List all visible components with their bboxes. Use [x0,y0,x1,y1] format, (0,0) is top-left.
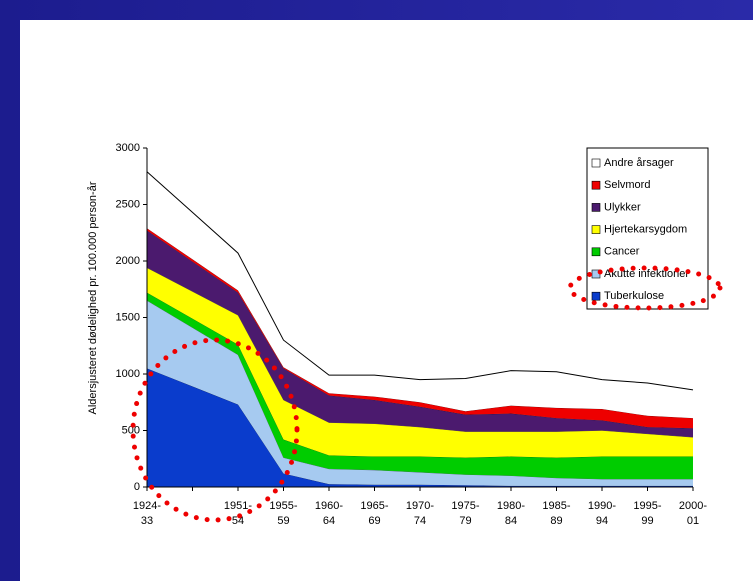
legend-swatch [591,225,601,234]
legend-label: Hjertekarsygdom [604,224,687,236]
x-tick-label: 1951-54 [224,500,252,527]
y-tick-label: 2000 [116,255,140,267]
area [147,171,693,419]
x-tick-label: 1980-84 [497,500,525,527]
legend-box [586,147,709,310]
legend-label: Tuberkulose [604,290,664,302]
legend-swatch [591,180,601,190]
y-tick-label: 0 [134,481,140,493]
area-edge [146,171,694,391]
y-tick-label: 2500 [116,198,140,210]
legend: Andre årsager Selvmord Ulykker Hjertekarsyg… [591,157,689,302]
legend-swatch [591,291,601,301]
x-tick-label: 1960-64 [315,500,343,527]
y-tick-label: 1500 [116,311,140,323]
area [147,292,693,480]
y-tick-label: 3000 [116,142,140,154]
y-tick-label: 1000 [116,368,140,380]
highlight-ellipse [567,265,723,311]
x-tick-label: 1990-94 [588,500,616,527]
area [147,230,693,438]
x-tick-label: 1965-69 [360,500,388,527]
legend-label: Selvmord [604,179,650,191]
x-tick-label: 1985-89 [542,500,570,527]
legend-swatch [591,158,601,168]
area [147,368,693,487]
plot: 0 500 1000 1500 2000 2500 3000 1924-33 1951-54 19… [116,142,708,527]
area [147,267,693,458]
highlight-ellipse [130,337,300,523]
y-axis-label: Aldersjusteret dødelighed pr. 100.000 pe… [87,181,99,414]
x-tick-label: 1975-79 [451,500,479,527]
x-tick-label: 1955-59 [269,500,297,527]
x-tick-label: 1970-74 [406,500,434,527]
legend-swatch [591,247,601,257]
legend-label: Cancer [604,246,640,258]
x-tick-label: 1924-33 [133,500,161,527]
x-tick-label: 2000-01 [679,500,707,527]
legend-label: Akutte infektioner [604,268,689,280]
x-tick-label: 1995-99 [633,500,661,527]
legend-label: Andre årsager [604,157,674,169]
legend-label: Ulykker [604,201,641,213]
legend-swatch [591,203,601,212]
y-tick-label: 500 [122,424,140,436]
